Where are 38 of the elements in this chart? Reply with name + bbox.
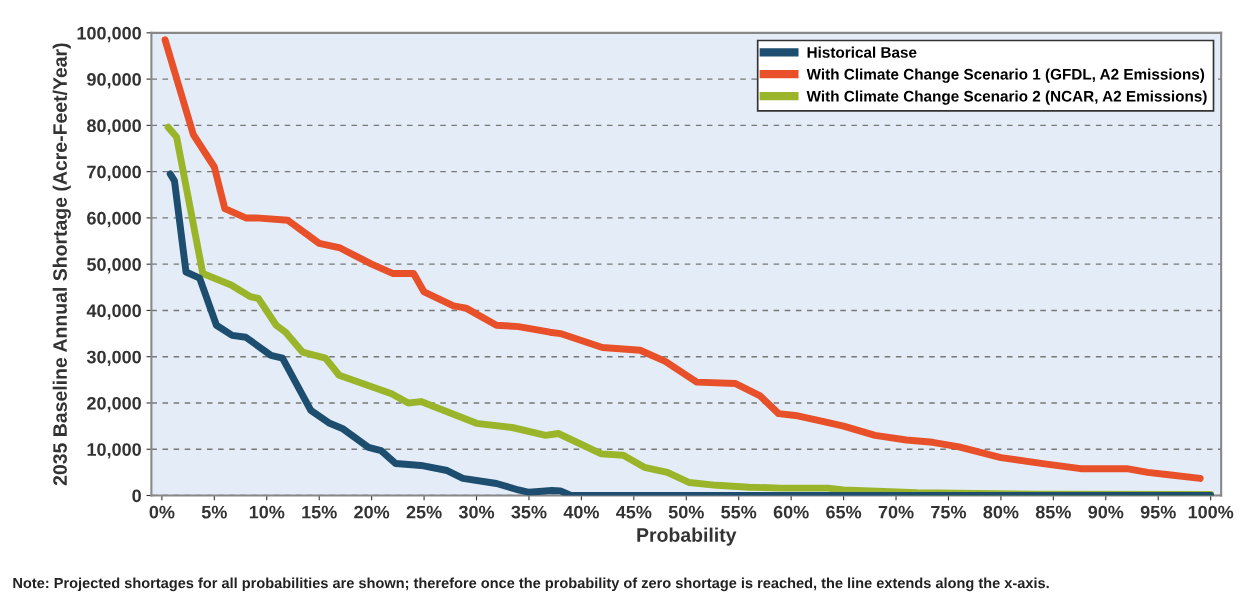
x-tick-label: 65%	[826, 505, 862, 519]
x-tick-label: 75%	[931, 505, 967, 519]
legend-label: With Climate Change Scenario 1 (GFDL, A2 Emissions)	[806, 68, 1205, 83]
x-tick-label: 85%	[1035, 505, 1071, 519]
x-axis-title: Probability	[637, 527, 737, 546]
y-tick-label: 100,000	[77, 26, 141, 43]
y-tick-label: 60,000	[87, 211, 141, 228]
x-tick-label: 100%	[1188, 505, 1234, 519]
y-tick-label: 80,000	[87, 119, 141, 135]
x-tick-label: 55%	[721, 505, 757, 519]
x-tick-label: 15%	[302, 505, 337, 519]
x-tick-label: 0%	[149, 505, 175, 519]
x-tick-label: 35%	[511, 505, 547, 519]
x-tick-label: 50%	[668, 505, 704, 519]
x-tick-label: 70%	[878, 505, 914, 519]
y-tick-label: 30,000	[86, 350, 141, 367]
y-tick-label: 90,000	[87, 73, 141, 89]
x-tick-label: 45%	[616, 505, 652, 519]
y-tick-label: 0	[132, 489, 141, 503]
legend-label: With Climate Change Scenario 2 (NCAR, A2 Emissions)	[806, 90, 1207, 105]
y-tick-label: 10,000	[87, 443, 141, 459]
x-tick-label: 80%	[983, 505, 1019, 519]
x-tick-label: 10%	[249, 505, 285, 519]
y-tick-label: 20,000	[87, 396, 141, 413]
y-axis-title: 2035 Baseline Annual Shortage (Acre-Feet/Year)	[52, 43, 71, 486]
text: Note: Projected shortages for all probabilities are shown; therefore once the probability of zero shortage is reached, the line extends along the x-axis.	[13, 577, 1049, 592]
x-tick-label: 60%	[773, 505, 809, 519]
x-tick-label: 25%	[406, 505, 442, 519]
y-tick-label: 50,000	[87, 258, 141, 274]
x-tick-label: 90%	[1088, 505, 1124, 519]
x-tick-label: 40%	[563, 505, 599, 519]
x-tick-label: 30%	[458, 505, 495, 519]
legend-label: Historical Base	[807, 46, 917, 58]
y-tick-label: 40,000	[86, 304, 141, 320]
y-tick-label: 70,000	[87, 165, 141, 181]
x-tick-label: 20%	[354, 505, 390, 519]
x-tick-label: 95%	[1140, 505, 1176, 519]
x-tick-label: 5%	[201, 505, 227, 519]
